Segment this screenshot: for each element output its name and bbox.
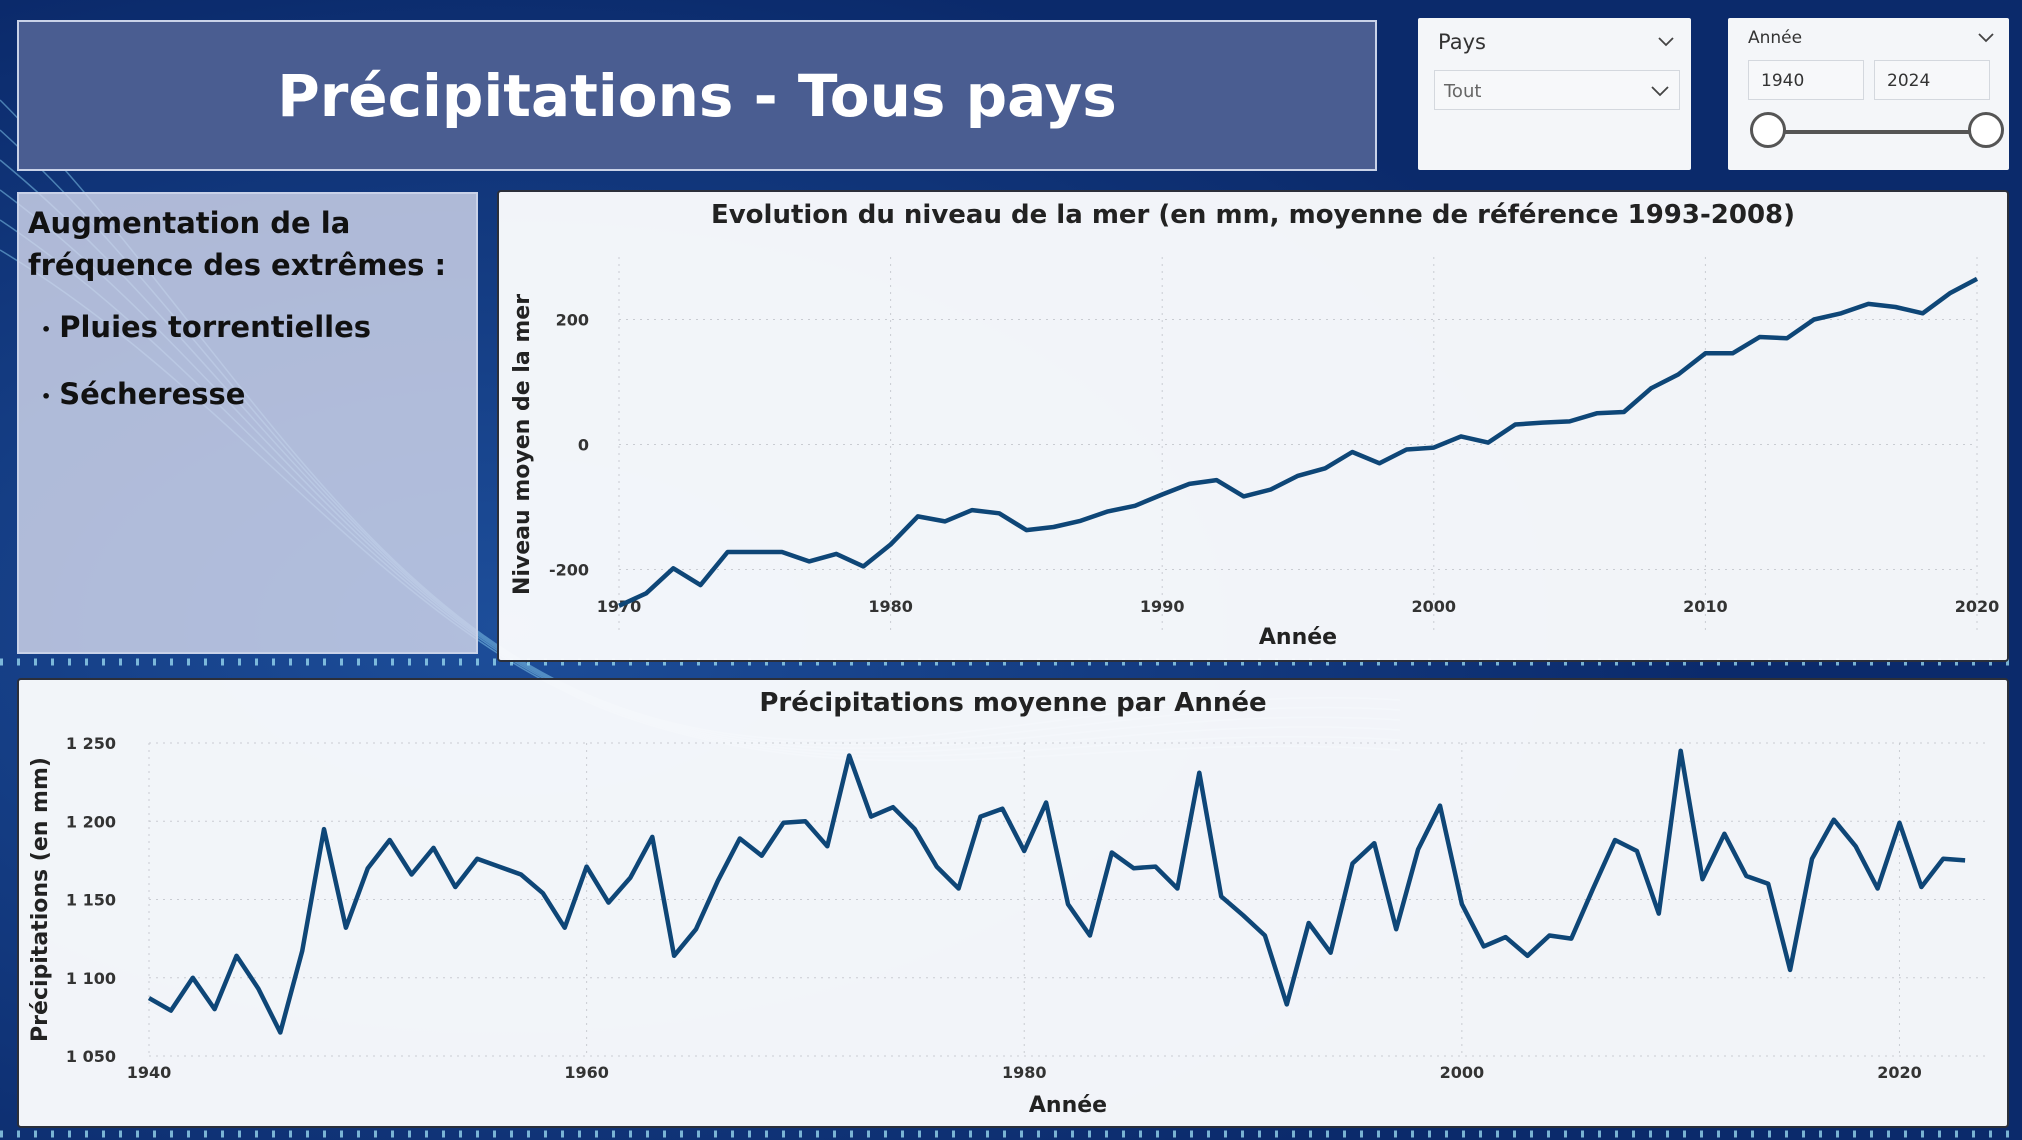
annee-to-value: 2024 <box>1887 71 1931 91</box>
y-axis-title: Niveau moyen de la mer <box>510 294 535 595</box>
info-bullet-text: Pluies torrentielles <box>59 310 372 344</box>
annee-to-input[interactable]: 2024 <box>1874 60 1990 100</box>
pays-slicer-label: Pays <box>1438 30 1486 54</box>
info-panel: Augmentation de la fréquence des extrême… <box>17 192 478 654</box>
pays-dropdown[interactable]: Tout <box>1434 70 1680 110</box>
annee-slider-end-handle[interactable] <box>1968 112 2004 148</box>
precipitation-chart-panel: Précipitations moyenne par Année 1 050 1 … <box>17 678 2009 1128</box>
annee-from-value: 1940 <box>1761 71 1805 91</box>
y-axis-title: Précipitations (en mm) <box>28 757 53 1042</box>
x-axis-title: Année <box>1259 625 1337 650</box>
x-tick-label: 1990 <box>1140 597 1185 616</box>
annee-slider-start-handle[interactable] <box>1750 112 1786 148</box>
x-tick-label: 1980 <box>1002 1063 1047 1082</box>
info-bullet-text: Sécheresse <box>59 377 246 411</box>
sea-level-chart-panel: Evolution du niveau de la mer (en mm, mo… <box>497 190 2009 662</box>
annee-slicer[interactable]: Année 1940 2024 <box>1728 18 2009 170</box>
y-tick-label: 1 200 <box>66 812 116 831</box>
series-line <box>147 748 1966 1035</box>
annee-slicer-label: Année <box>1748 28 1803 48</box>
annee-slider-track[interactable] <box>1774 130 1976 134</box>
series-line <box>618 276 1979 608</box>
x-tick-label: 2020 <box>1955 597 2000 616</box>
x-axis-title: Année <box>1029 1093 1107 1118</box>
x-tick-label: 2010 <box>1683 597 1728 616</box>
y-tick-label: 0 <box>578 436 589 455</box>
x-tick-label: 1980 <box>868 597 913 616</box>
precipitation-chart: 1 050 1 100 1 150 1 200 1 250 1940 1960 1980 200… <box>28 734 1987 1118</box>
x-tick-label: 2000 <box>1440 1063 1485 1082</box>
annee-from-input[interactable]: 1940 <box>1748 60 1864 100</box>
info-bullet: • Sécheresse <box>41 377 246 411</box>
chevron-down-icon[interactable] <box>1978 30 1994 46</box>
y-tick-label: 1 050 <box>66 1047 116 1066</box>
y-tick-label: 1 100 <box>66 969 116 988</box>
x-tick-label: 1940 <box>127 1063 172 1082</box>
y-tick-label: 1 250 <box>66 734 116 753</box>
sea-level-chart-title: Evolution du niveau de la mer (en mm, mo… <box>710 200 1796 230</box>
y-tick-label: 1 150 <box>66 891 116 910</box>
pays-dropdown-value: Tout <box>1444 81 1482 102</box>
pays-slicer[interactable]: Pays Tout <box>1418 18 1691 170</box>
x-tick-label: 2000 <box>1412 597 1457 616</box>
x-tick-label: 2020 <box>1877 1063 1922 1082</box>
x-tick-label: 1960 <box>564 1063 609 1082</box>
chevron-down-icon[interactable] <box>1658 34 1674 50</box>
y-tick-label: 200 <box>556 311 589 330</box>
chevron-down-icon <box>1651 86 1669 97</box>
y-tick-label: -200 <box>549 561 589 580</box>
info-bullet: • Pluies torrentielles <box>41 310 372 344</box>
info-heading: Augmentation de la fréquence des extrême… <box>28 206 447 282</box>
precipitation-chart-title: Précipitations moyenne par Année <box>759 688 1267 718</box>
page-title: Précipitations - Tous pays <box>277 61 1117 130</box>
title-banner: Précipitations - Tous pays <box>17 20 1377 171</box>
